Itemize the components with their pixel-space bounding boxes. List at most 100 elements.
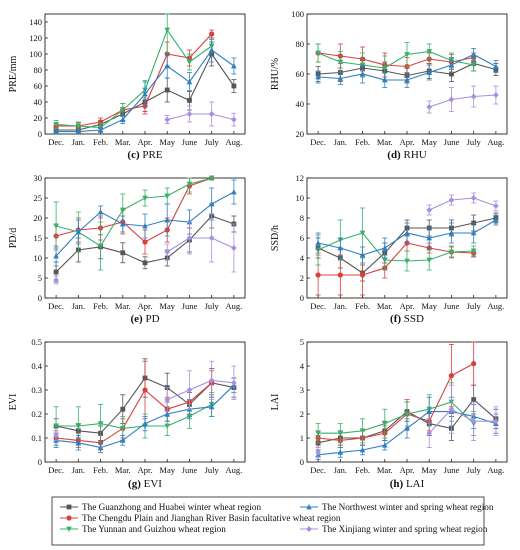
x-tick-label: Apr. [400,137,415,147]
panel-caption: (g) EVI [128,478,162,490]
legend-marker [66,526,72,532]
legend-item-1: The Chengdu Plain and Jianghan River Bas… [60,513,341,523]
data-point [426,49,433,55]
x-tick-label: Feb. [93,301,108,311]
y-tick-label: 25 [34,193,43,203]
data-point [315,430,321,437]
data-point [404,411,410,417]
chart-evi: 0 0.1 0.2 0.3 0.4 0.5 Dec. Jan. Feb. Mar. Apr. May J… [8,337,246,490]
series-2 [53,175,215,271]
chart-pre: 0 20 40 60 80 100 120 140 Dec. Jan. Feb. Mar. Apr. Ma… [8,13,246,161]
chart-lai: 0 1 2 3 4 5 Dec. Jan. Feb. Mar. Apr. May June July Aug… [270,337,508,490]
series-2 [315,207,477,272]
data-point [120,406,126,412]
panel-caption: (e) PD [130,313,159,325]
series-4 [53,360,237,441]
data-point [470,418,477,425]
x-tick-label: Dec. [48,137,64,147]
data-point [359,252,366,258]
data-point [231,116,237,123]
x-tick-label: Aug. [226,301,243,311]
data-point [164,116,171,123]
y-tick-label: 3 [300,385,304,395]
y-tick-label: 20 [34,113,43,123]
data-point [97,243,104,249]
y-tick-label: 80 [296,39,305,49]
y-tick-label: 60 [296,69,305,79]
x-tick-label: Aug. [226,137,243,147]
data-point [164,411,171,417]
data-point [53,277,59,283]
y-axis-label: RHU/% [270,58,281,90]
y-tick-label: 20 [296,129,305,139]
legend: The Guanzhong and Huabei winter wheat re… [51,496,494,546]
x-tick-label: July [467,465,482,475]
x-tick-label: July [467,301,482,311]
data-point [337,59,344,65]
x-tick-label: June [444,301,460,311]
chart-rhu: 20 40 60 80 100 Dec. Jan. Feb. Mar. Apr. May June Ju… [270,9,508,161]
data-point [404,425,410,431]
data-point [208,47,215,53]
data-point [75,229,82,235]
y-tick-label: 140 [29,17,42,27]
data-point [231,63,237,69]
legend-item-2: The Yunnan and Guizhou wheat region [60,524,226,534]
x-tick-label: Jan. [334,137,347,147]
data-point [381,257,388,263]
legend-marker [306,526,312,532]
data-point [493,92,499,98]
y-tick-label: 0 [38,293,42,303]
data-point [426,408,433,414]
data-point [53,269,59,275]
panel-letter: (d) [387,149,401,161]
y-tick-label: 0.2 [31,409,42,419]
x-tick-label: Mar. [115,465,131,475]
data-point [119,426,126,432]
panel-title: PD [143,313,160,325]
y-axis-label: PD/d [8,228,19,249]
series-4 [315,384,499,458]
x-tick-label: Feb. [355,137,370,147]
y-tick-label: 100 [291,9,304,19]
data-point [404,258,410,264]
y-tick-label: 5 [38,273,42,283]
data-point [448,62,455,68]
series-line [55,177,212,247]
x-tick-label: Mar. [377,137,393,147]
x-tick-label: Jan. [334,465,347,475]
data-point [208,403,215,410]
series-line [56,28,213,129]
y-tick-label: 100 [29,49,42,59]
data-point [209,31,215,37]
panel-letter: (f) [390,313,401,325]
y-tick-label: 4 [300,253,305,263]
y-tick-label: 120 [29,33,42,43]
x-tick-label: June [444,465,460,475]
data-point [53,128,59,134]
y-tick-label: 5 [300,337,304,347]
legend-item-0: The Guanzhong and Huabei winter wheat re… [60,502,261,512]
data-point [448,197,455,203]
series-line [318,401,475,434]
data-point [53,253,59,259]
data-point [493,63,499,69]
data-point [208,111,215,117]
data-point [426,207,433,213]
data-point [404,230,410,236]
x-tick-label: Mar. [115,301,131,311]
data-point [471,361,477,367]
y-tick-label: 0.3 [31,385,42,395]
data-point [97,209,104,215]
y-tick-label: 0 [38,457,42,467]
data-point [164,63,171,69]
data-point [164,423,171,429]
y-tick-label: 8 [300,213,304,223]
data-point [381,421,388,427]
series-line [317,50,474,69]
data-point [208,201,215,207]
series-line [166,379,234,401]
data-point [142,91,148,97]
x-tick-label: Mar. [377,465,393,475]
